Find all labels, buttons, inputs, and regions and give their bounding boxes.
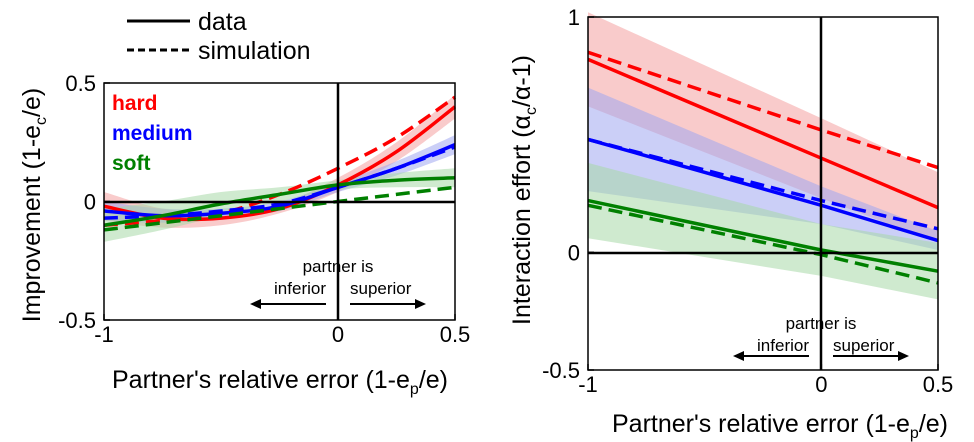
y-tick-label: -0.5 xyxy=(58,308,96,333)
simulation-line-soft xyxy=(103,185,456,232)
arrow-right xyxy=(350,299,426,309)
y-tick-label: 0.5 xyxy=(65,71,96,96)
tick-labels: -1 0 0.5 -0.5 0 0.5 xyxy=(58,71,470,347)
interaction-effort-chart: -1 0 0.5 -0.5 0 1 partner is inferior superio… xyxy=(508,5,953,442)
confidence-bands xyxy=(588,12,938,300)
tick-labels: -1 0 0.5 -0.5 0 1 xyxy=(542,5,953,397)
arrow-right xyxy=(833,351,909,361)
x-tick-label: 0.5 xyxy=(923,372,954,397)
legend: data simulation xyxy=(127,8,311,65)
y-tick-label: 0 xyxy=(568,240,580,265)
simulation-line-hard xyxy=(587,50,939,170)
arrow-left xyxy=(733,351,809,361)
annotation-superior: superior xyxy=(350,279,412,298)
x-axis-label-right: Partner's relative error (1-ep/e) xyxy=(612,410,948,442)
series-label-medium: medium xyxy=(112,122,193,145)
band-hard xyxy=(588,12,938,243)
x-axis-label-left: Partner's relative error (1-ep/e) xyxy=(112,366,448,398)
data-line-soft xyxy=(103,176,456,227)
y-tick-label: -0.5 xyxy=(542,358,580,383)
x-tick-label: -1 xyxy=(94,322,114,347)
legend-dashed-label: simulation xyxy=(198,37,311,65)
y-axis-label-left: Improvement (1-ec/e) xyxy=(18,88,50,322)
improvement-chart: -1 0 0.5 -0.5 0 0.5 hard medium soft partner … xyxy=(18,71,470,398)
annotation-superior: superior xyxy=(833,336,895,355)
annotation-inferior: inferior xyxy=(274,279,326,298)
band-soft xyxy=(588,162,938,300)
annotation-inferior: inferior xyxy=(757,336,809,355)
annotation-partner-is: partner is xyxy=(303,257,374,276)
band-medium xyxy=(588,87,938,250)
arrow-left xyxy=(250,299,326,309)
legend-solid-label: data xyxy=(198,8,247,36)
x-tick-label: 0 xyxy=(815,372,827,397)
band-soft xyxy=(104,168,455,242)
series-label-hard: hard xyxy=(112,92,158,115)
y-axis-label-right: Interaction effort (αc/α-1) xyxy=(508,55,540,325)
x-tick-label: 0.5 xyxy=(440,322,471,347)
y-tick-label: 0 xyxy=(84,190,96,215)
annotation-partner-is: partner is xyxy=(786,314,857,333)
x-tick-label: 0 xyxy=(332,322,344,347)
x-tick-label: -1 xyxy=(578,372,598,397)
series-lines xyxy=(103,95,457,232)
plot-frame xyxy=(587,16,939,371)
series-label-soft: soft xyxy=(112,152,151,175)
y-tick-label: 1 xyxy=(568,5,580,30)
